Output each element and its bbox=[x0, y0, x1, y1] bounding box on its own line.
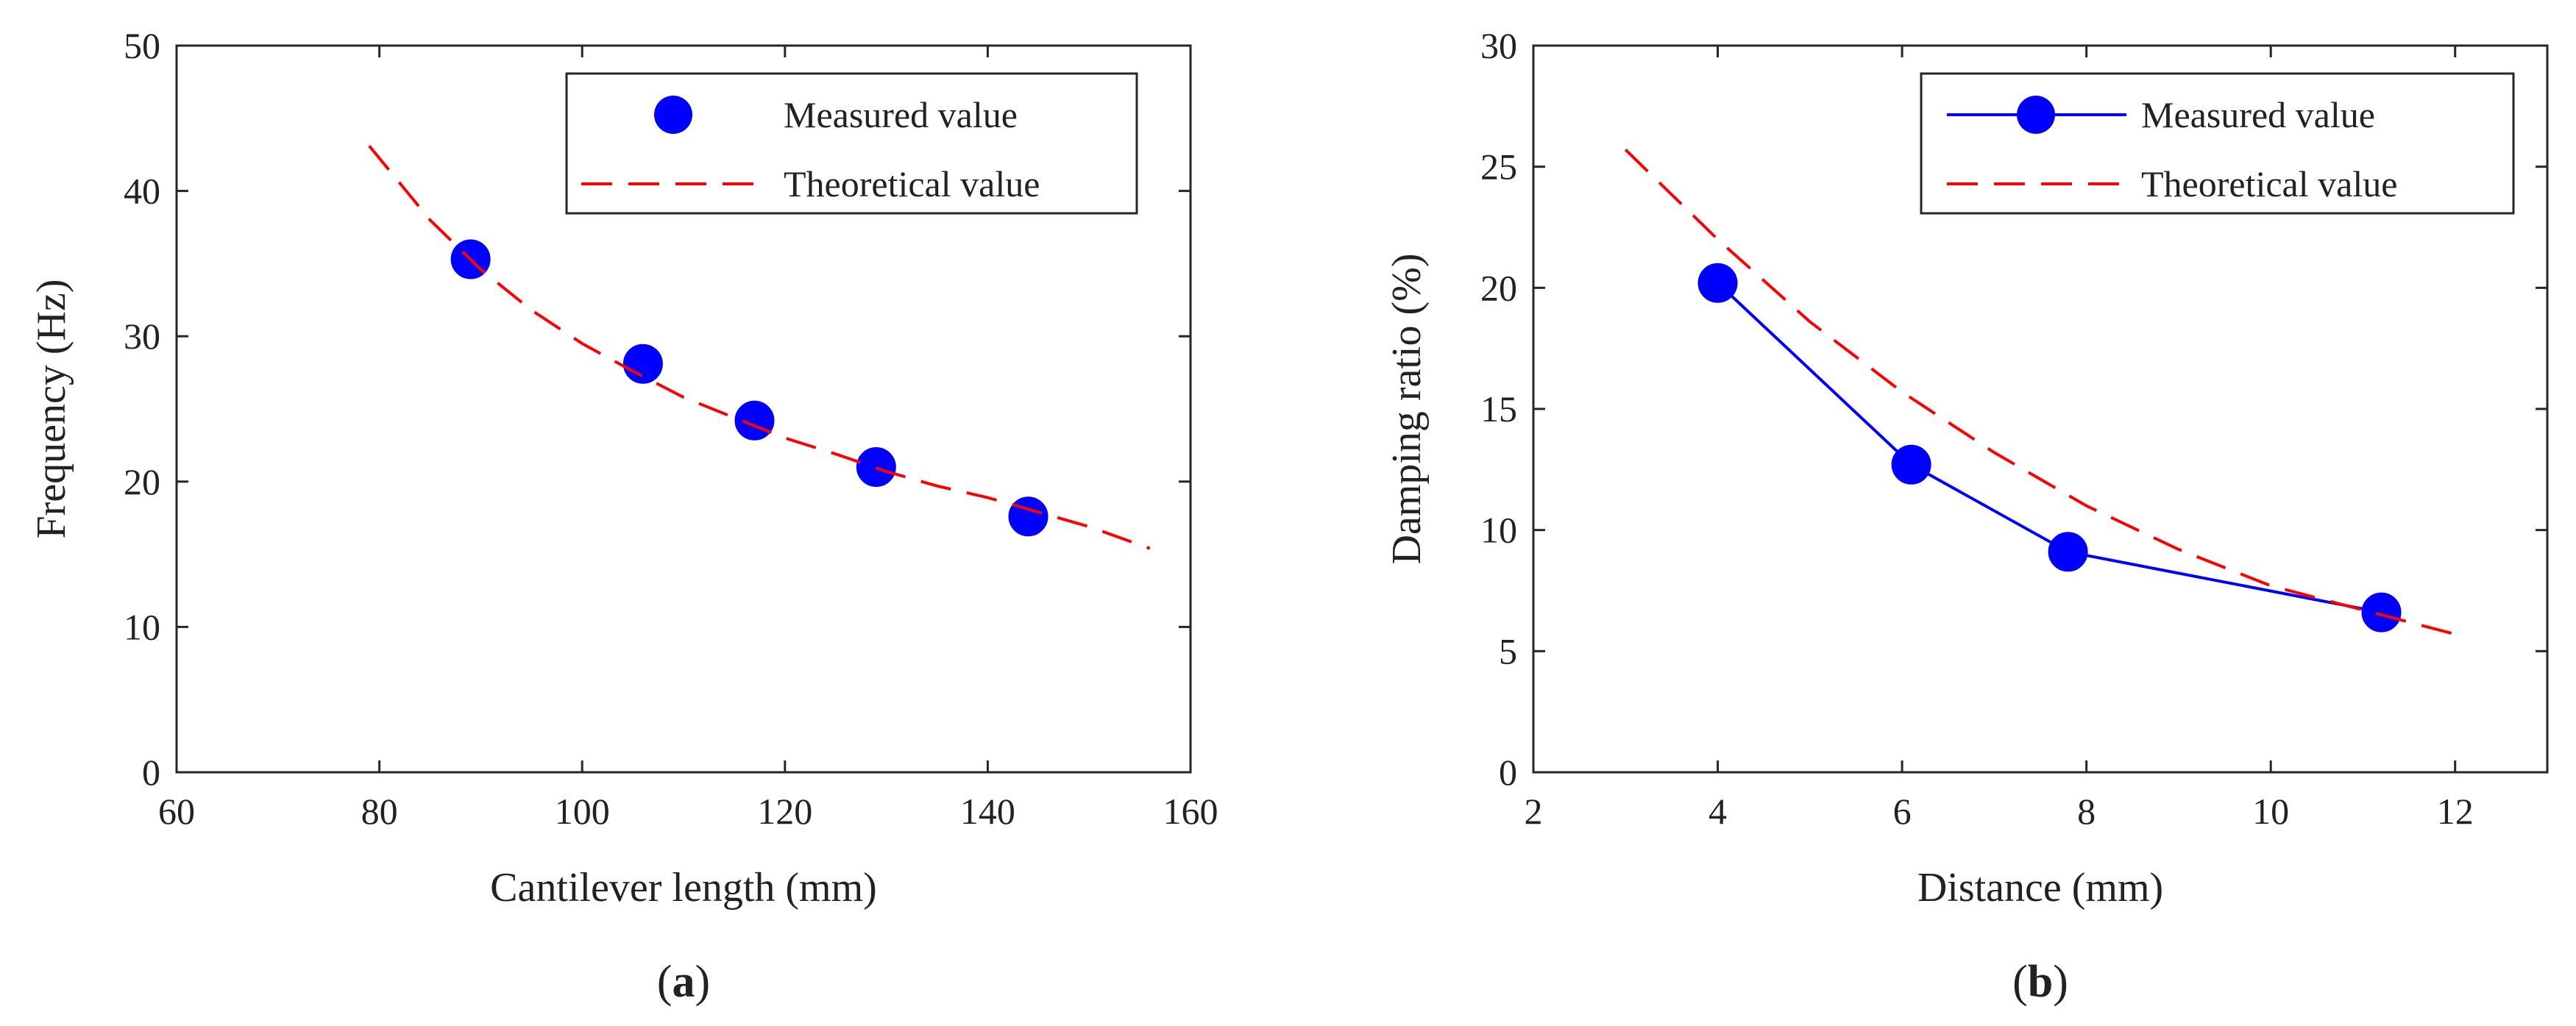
measured-point bbox=[1697, 263, 1738, 303]
y-tick-label: 0 bbox=[1499, 752, 1517, 793]
x-axis-title: Distance (mm) bbox=[1917, 865, 2163, 911]
legend-entry: Measured value bbox=[2141, 94, 2375, 135]
legend-marker bbox=[654, 96, 692, 134]
x-tick-label: 100 bbox=[555, 791, 610, 832]
series-theoretical bbox=[368, 145, 1151, 550]
x-tick-label: 12 bbox=[2437, 791, 2474, 832]
y-tick-label: 30 bbox=[124, 316, 160, 357]
measured-point bbox=[734, 400, 775, 441]
x-tick-label: 10 bbox=[2252, 791, 2289, 832]
panel-label-close: ) bbox=[695, 957, 711, 1007]
legend-box bbox=[565, 72, 1138, 215]
legend-entry: Theoretical value bbox=[784, 163, 1040, 204]
measured-point bbox=[2048, 532, 2088, 572]
x-tick-label: 4 bbox=[1709, 791, 1727, 832]
measured-point bbox=[1891, 444, 1931, 485]
y-tick-label: 15 bbox=[1480, 388, 1517, 430]
theoretical-curve bbox=[1624, 149, 2456, 636]
panel-label: (b) bbox=[2012, 957, 2068, 1007]
panel-label-open: ( bbox=[657, 957, 673, 1007]
panel-label-letter: b bbox=[2028, 957, 2053, 1007]
measured-point bbox=[622, 343, 663, 384]
y-axis-title: Damping ratio (%) bbox=[1384, 254, 1430, 565]
y-tick-label: 10 bbox=[1480, 510, 1517, 551]
plot-frame bbox=[175, 44, 1192, 774]
y-tick-label: 30 bbox=[1480, 25, 1517, 66]
panel-label-letter: a bbox=[673, 957, 695, 1007]
x-tick-label: 60 bbox=[158, 791, 195, 832]
x-tick-label: 6 bbox=[1893, 791, 1912, 832]
chart-panel-a: 60 80 100 120 140 160 0 10 20 30 40 50 Cantilever le… bbox=[29, 25, 1218, 1007]
panel-label-open: ( bbox=[2012, 957, 2028, 1007]
y-tick-label: 20 bbox=[124, 461, 160, 502]
theoretical-curve bbox=[368, 145, 1151, 550]
x-tick-label: 2 bbox=[1525, 791, 1543, 832]
y-tick-label: 20 bbox=[1480, 267, 1517, 308]
measured-point bbox=[2361, 592, 2402, 633]
y-tick-label: 5 bbox=[1499, 630, 1517, 671]
chart-panel-b: 2 4 6 8 10 12 0 5 10 15 20 25 30 Distance (mm) Damping… bbox=[1384, 25, 2549, 1007]
measured-point bbox=[1008, 496, 1049, 537]
legend-box bbox=[1920, 72, 2515, 215]
x-tick-label: 80 bbox=[361, 791, 398, 832]
y-tick-label: 0 bbox=[142, 752, 160, 793]
series-measured bbox=[1697, 263, 2402, 633]
x-tick-label: 120 bbox=[757, 791, 812, 832]
series-theoretical bbox=[1624, 149, 2456, 636]
legend: Measured value Theoretical value bbox=[565, 72, 1138, 215]
y-axis-title: Frequency (Hz) bbox=[29, 279, 74, 539]
y-tick-label: 10 bbox=[124, 606, 160, 647]
x-tick-label: 8 bbox=[2077, 791, 2096, 832]
panel-label: (a) bbox=[657, 957, 710, 1007]
panel-label-close: ) bbox=[2053, 957, 2068, 1007]
y-tick-label: 25 bbox=[1480, 146, 1517, 188]
x-axis-title: Cantilever length (mm) bbox=[490, 865, 877, 911]
y-tick-label: 40 bbox=[124, 171, 160, 212]
x-tick-label: 140 bbox=[960, 791, 1015, 832]
legend-marker bbox=[2017, 96, 2055, 134]
legend: Measured value Theoretical value bbox=[1920, 72, 2515, 215]
x-tick-label: 160 bbox=[1163, 791, 1218, 832]
legend-entry: Theoretical value bbox=[2141, 163, 2397, 204]
measured-line bbox=[1717, 282, 2382, 614]
legend-entry: Measured value bbox=[784, 94, 1018, 135]
y-tick-label: 50 bbox=[124, 25, 160, 66]
